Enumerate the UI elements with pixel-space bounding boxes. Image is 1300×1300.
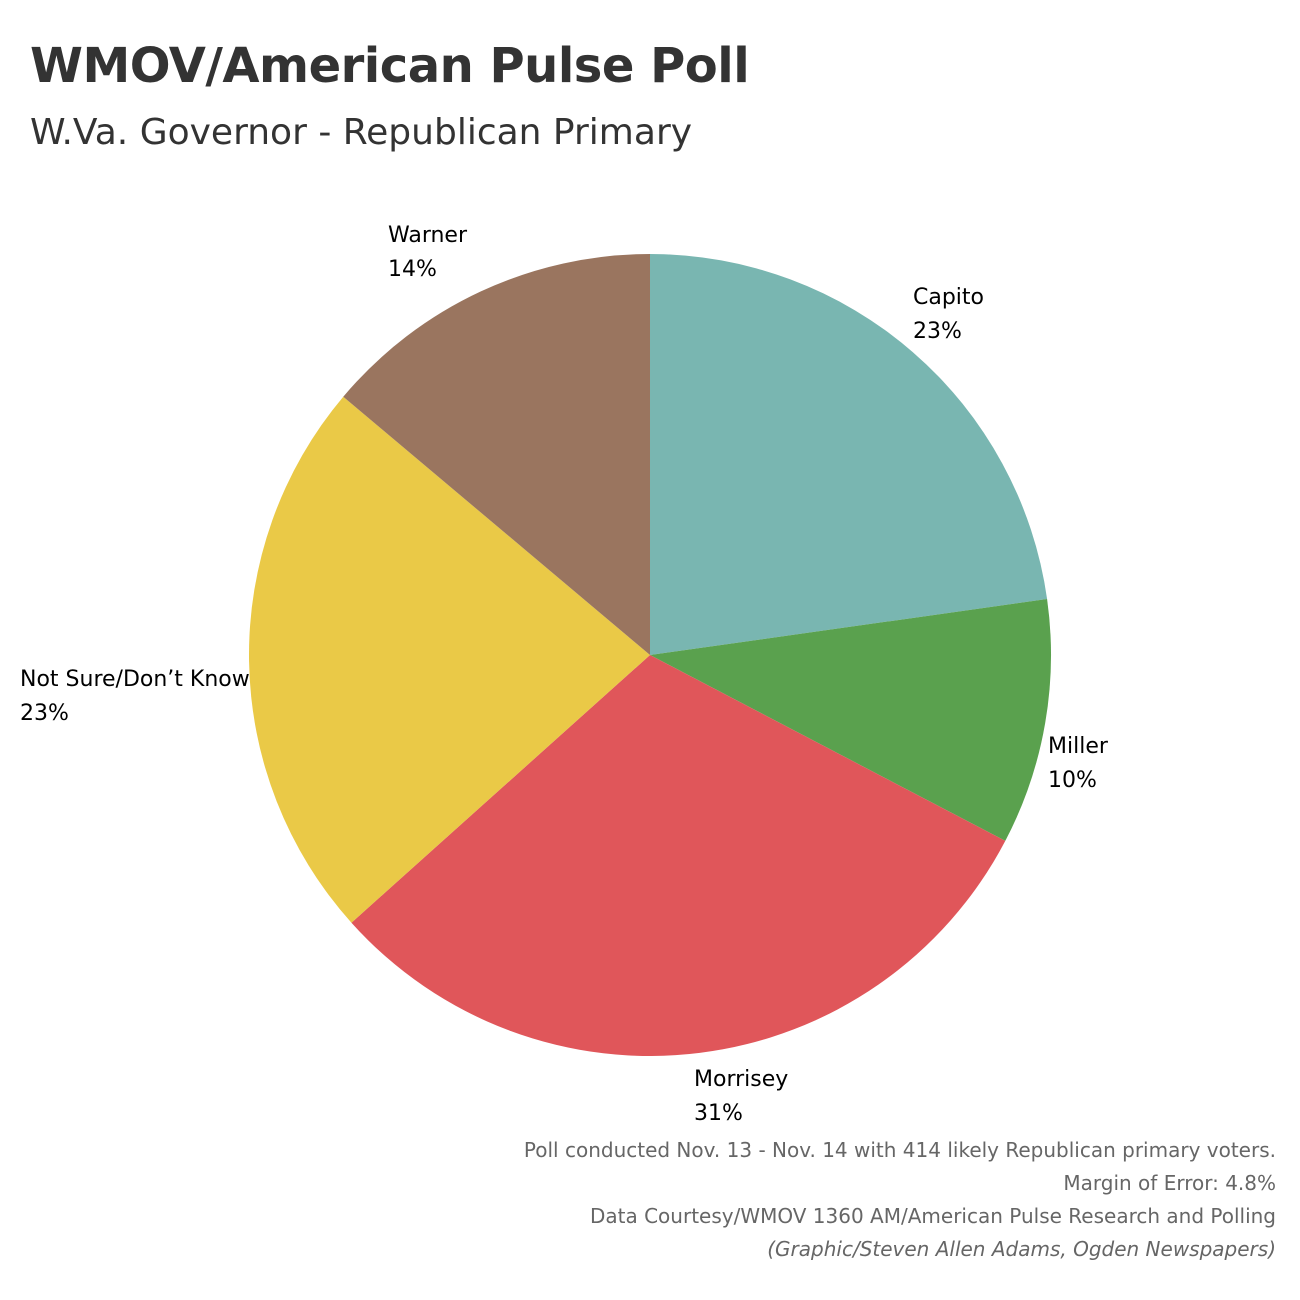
pie-slice-miller [650, 599, 1052, 841]
pie-labels: Capito 23% Miller 10% Morrisey 31% Not Sure/Do… [20, 223, 1109, 1126]
slice-value-miller: 10% [1048, 768, 1097, 793]
pie-slice-morrisey [351, 655, 1006, 1057]
footer-data-source: Data Courtesy/WMOV 1360 AM/American Puls… [589, 1204, 1276, 1228]
chart-footer: Poll conducted Nov. 13 - Nov. 14 with 41… [524, 1134, 1276, 1266]
footer-poll-info: Poll conducted Nov. 13 - Nov. 14 with 41… [523, 1138, 1276, 1162]
slice-value-not-sure-don-t-know: 23% [20, 701, 69, 726]
pie-slice-capito [650, 254, 1048, 655]
chart-title: WMOV/American Pulse Poll [30, 38, 750, 94]
pie-slice-warner [343, 254, 650, 655]
pie-slices [248, 254, 1052, 1057]
slice-label-not-sure-don-t-know: Not Sure/Don’t Know [20, 667, 250, 692]
footer-margin-of-error: Margin of Error: 4.8% [1063, 1171, 1276, 1195]
slice-value-morrisey: 31% [694, 1101, 743, 1126]
slice-label-capito: Capito [913, 285, 984, 310]
slice-label-miller: Miller [1048, 734, 1109, 759]
slice-value-capito: 23% [913, 319, 962, 344]
slice-label-morrisey: Morrisey [694, 1067, 788, 1092]
chart-subtitle: W.Va. Governor - Republican Primary [30, 112, 693, 153]
slice-value-warner: 14% [388, 257, 437, 282]
pie-slice-not-sure-don-t-know [248, 396, 651, 923]
slice-label-warner: Warner [388, 223, 468, 248]
footer-graphic-credit: (Graphic/Steven Allen Adams, Ogden Newsp… [767, 1237, 1276, 1261]
